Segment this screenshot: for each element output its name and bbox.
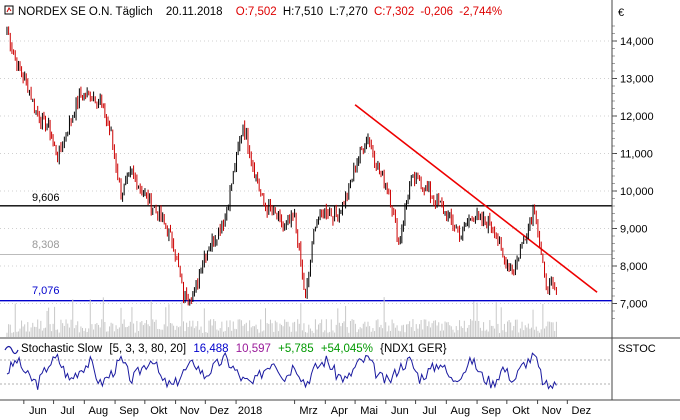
date-tick-label: Jun <box>29 405 47 417</box>
date-tick-label: 2018 <box>238 405 262 417</box>
date-tick-label: Aug <box>89 405 109 417</box>
header-high: H:7,510 <box>283 6 323 18</box>
date-tick-label: Mrz <box>299 405 317 417</box>
stochastic-name: Stochastic Slow <box>21 343 103 355</box>
price-tick-label: 11,000 <box>620 149 653 161</box>
trendline <box>354 104 598 293</box>
date-tick-label: Mai <box>360 405 378 417</box>
currency-label: € <box>618 7 624 19</box>
price-panel <box>0 0 612 338</box>
stochastic-marker <box>4 345 19 355</box>
date-tick-label: Sep <box>119 405 139 417</box>
date-tick-label: Dez <box>572 405 592 417</box>
stochastic-ref: {NDX1 GER} <box>380 343 447 355</box>
price-tick-label: 12,000 <box>620 111 654 123</box>
price-tick-label: 13,000 <box>620 74 654 86</box>
price-tick-label: 7,000 <box>620 299 648 311</box>
price-tick-label: 10,000 <box>620 186 654 198</box>
stochastic-curve <box>6 351 557 390</box>
header-open: O:7,502 <box>236 6 277 18</box>
header-marker-glyph <box>6 7 12 13</box>
date-tick-label: Nov <box>180 405 200 417</box>
date-tick-label: Dez <box>210 405 230 417</box>
date-tick-label: Sep <box>481 405 501 417</box>
date-tick-label: Aug <box>451 405 471 417</box>
header-low: L:7,270 <box>329 6 367 18</box>
header-marker <box>4 5 14 15</box>
header-change-pct: -2,744% <box>459 6 502 18</box>
level-label-8308: 8,308 <box>32 239 60 251</box>
header-close: C:7,302 <box>374 6 414 18</box>
price-tick-label: 14,000 <box>620 36 654 48</box>
date-tick-label: Jul <box>61 405 75 417</box>
header-symbol: NORDEX SE O.N. Täglich <box>18 6 153 18</box>
stochastic-header: Stochastic Slow [5, 3, 3, 80, 20] 16,488… <box>4 343 447 355</box>
header-date: 20.11.2018 <box>166 6 223 18</box>
header-change: -0,206 <box>420 6 453 18</box>
stochastic-grid <box>0 359 612 385</box>
stochastic-params: [5, 3, 3, 80, 20] <box>109 343 186 355</box>
chart-header: NORDEX SE O.N. Täglich 20.11.2018 O:7,50… <box>4 5 502 18</box>
stochastic-v2: 10,597 <box>236 343 271 355</box>
price-bars <box>6 26 557 306</box>
stochastic-v1: 16,488 <box>193 343 228 355</box>
date-tick-label: Nov <box>542 405 562 417</box>
date-tick-label: Okt <box>512 405 529 417</box>
resistance-trendline <box>354 104 598 293</box>
date-tick-label: Apr <box>331 405 348 417</box>
stochastic-line <box>6 351 557 390</box>
stochastic-panel-label: SSTOC <box>618 343 656 355</box>
level-label-7076: 7,076 <box>32 285 60 297</box>
stochastic-change: +5,785 <box>278 343 314 355</box>
volume-bars <box>6 297 557 337</box>
svg-text:Stochastic Slow [5, 3, 3: Stochastic Slow [5, 3, 3, 80, 20] 16,488… <box>21 343 447 355</box>
date-tick-label: Jul <box>423 405 437 417</box>
horizontal-levels <box>0 205 612 302</box>
date-tick-label: Jun <box>391 405 409 417</box>
price-tick-label: 8,000 <box>620 261 648 273</box>
svg-text:NORDEX SE O.N. Täglich 2: NORDEX SE O.N. Täglich 20.11.2018 O:7,50… <box>18 6 502 18</box>
date-tick-label: Okt <box>150 405 167 417</box>
level-label-9606: 9,606 <box>32 192 60 204</box>
date-axis: Jun Jul Aug Sep Okt Nov Dez 2018 Mrz Apr Mai Jun Jul… <box>23 400 592 417</box>
stochastic-change-pct: +54,045% <box>321 343 373 355</box>
price-tick-label: 9,000 <box>620 224 648 236</box>
price-axis: 7,000 8,000 9,000 10,000 11,000 12,000 13,000 1… <box>612 25 654 319</box>
